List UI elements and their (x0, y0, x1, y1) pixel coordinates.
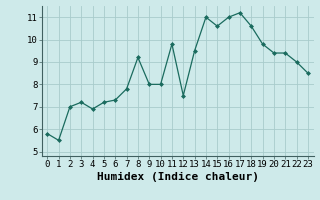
X-axis label: Humidex (Indice chaleur): Humidex (Indice chaleur) (97, 172, 259, 182)
